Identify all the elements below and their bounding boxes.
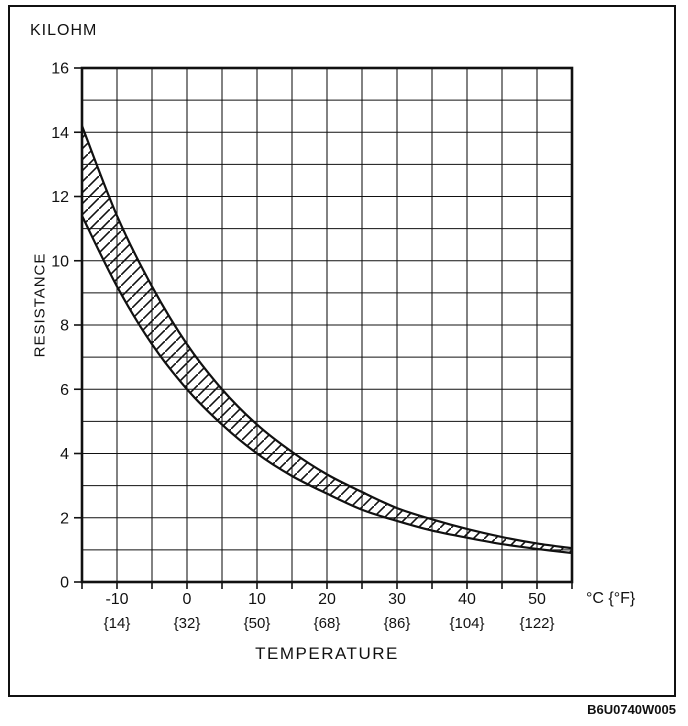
x-axis-unit-label: °C {°F} [586,590,636,607]
svg-text:40: 40 [458,591,476,608]
upper-limit-curve [80,125,573,550]
lower-limit-curve [81,215,573,555]
x-axis-label: TEMPERATURE [255,644,399,663]
plot-border [80,66,574,584]
svg-text:0: 0 [183,591,192,608]
svg-text:30: 30 [388,591,406,608]
svg-text:12: 12 [51,189,69,206]
svg-text:0: 0 [60,575,69,592]
y-axis-label: RESISTANCE [31,252,49,358]
svg-text:50: 50 [528,591,546,608]
svg-text:14: 14 [51,125,69,142]
svg-text:2: 2 [60,510,69,527]
svg-text:16: 16 [51,61,69,78]
tick-labels: 0 2 4 6 8 10 12 14 16 -10 {14} 0 {32} 10 {50} 20 {68} 30 {… [51,61,554,633]
svg-text:4: 4 [60,446,69,463]
svg-text:8: 8 [60,318,69,335]
svg-text:{14}: {14} [104,615,131,632]
svg-text:{32}: {32} [174,615,201,632]
figure-reference-code: B6U0740W005 [587,702,676,717]
svg-text:{50}: {50} [244,615,271,632]
tolerance-band [82,125,572,554]
resistance-unit-label: KILOHM [30,22,98,39]
svg-text:10: 10 [248,591,266,608]
svg-text:6: 6 [60,382,69,399]
svg-text:{104}: {104} [449,615,484,632]
svg-text:{86}: {86} [384,615,411,632]
svg-text:{68}: {68} [314,615,341,632]
svg-text:20: 20 [318,591,336,608]
svg-text:10: 10 [51,253,69,270]
svg-text:{122}: {122} [519,615,554,632]
svg-text:-10: -10 [105,591,128,608]
